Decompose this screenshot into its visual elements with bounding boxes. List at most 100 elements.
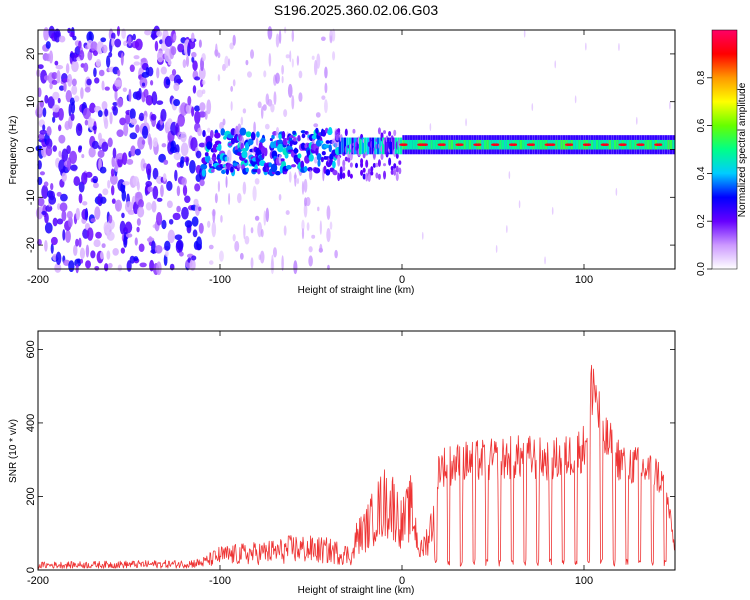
colorbar-tick-label: 0.0	[696, 262, 707, 276]
snr-y-tick-label: 200	[25, 487, 37, 505]
spectrogram-cell	[184, 195, 191, 203]
spectrogram-cell	[256, 160, 261, 166]
spectrogram-cell	[244, 159, 248, 163]
spectrogram-cell	[332, 169, 338, 176]
spectrogram-cell	[187, 95, 192, 106]
spectrogram-cell	[167, 229, 176, 244]
spectrogram-cell	[145, 163, 152, 176]
spectrogram-cell	[292, 130, 297, 135]
spectrogram-cell	[198, 66, 206, 80]
spectrogram-cell	[46, 126, 52, 137]
spectrogram-cell	[608, 139, 612, 150]
spectrogram-cell	[125, 233, 133, 238]
spectrogram-cell	[542, 139, 545, 150]
spectrogram-cell	[150, 80, 154, 86]
spectrogram-cell	[67, 27, 72, 34]
spectrogram-cell	[337, 158, 341, 167]
spectrogram-cell	[356, 137, 359, 155]
spectrogram-cell	[232, 234, 236, 242]
spectrogram-cell	[294, 172, 297, 187]
spectrogram-cell	[37, 160, 42, 170]
spectrogram-cell	[214, 132, 221, 139]
spectrogram-cell	[79, 49, 85, 61]
spectrogram-cell	[81, 154, 85, 159]
spectrogram-cell	[199, 102, 206, 112]
spectrogram-cell	[170, 46, 177, 56]
spectrogram-cell	[347, 157, 351, 163]
spectrogram-cell	[68, 103, 72, 117]
spectrogram-cell	[112, 105, 118, 116]
spectrogram-cell	[123, 123, 129, 137]
spectrogram-cell	[45, 145, 53, 157]
spectrogram-cell	[574, 95, 577, 104]
spectrogram-cell	[207, 127, 211, 133]
spectrogram-cell	[537, 139, 540, 150]
spectrogram-cell	[45, 41, 51, 49]
spectrogram-cell	[147, 186, 154, 193]
spectrogram-cell	[278, 30, 282, 44]
spectrogram-cell	[245, 131, 252, 138]
spectrogram-cell	[52, 104, 61, 113]
spectrogram-cell	[529, 143, 536, 147]
snr-series-line	[37, 364, 676, 569]
spectrogram-cell	[185, 103, 193, 114]
spectrogram-cell	[264, 147, 268, 157]
spectrogram-cell	[52, 217, 58, 227]
spectrogram-cell	[430, 139, 433, 150]
spectrogram-cell	[644, 139, 647, 150]
spectrogram-cell	[56, 191, 62, 197]
spectrogram-cell	[219, 250, 224, 262]
spectrogram-cell	[580, 139, 584, 150]
spectrogram-cell	[465, 118, 467, 127]
spectrogram-cell	[631, 139, 635, 150]
spectrogram-cell	[189, 160, 196, 174]
spectrogram-cell	[560, 139, 563, 150]
spectrogram-cell	[65, 63, 70, 74]
spectrogram-cell	[197, 127, 202, 137]
spectrogram-cell	[78, 145, 83, 150]
spectrogram-cell	[274, 170, 281, 176]
spectrogram-cell	[501, 139, 505, 150]
spectrogram-cell	[364, 137, 367, 155]
spectrogram-cell	[301, 219, 305, 231]
spectrogram-cell	[523, 29, 526, 38]
spectrogram-cell	[156, 197, 163, 202]
spectrogram-cell	[156, 261, 162, 276]
spectrogram-cell	[107, 231, 115, 241]
spectrogram-cell	[495, 244, 498, 253]
spectrogram-cell	[381, 137, 385, 155]
spectrogram-cell	[49, 82, 53, 90]
spectrogram-cell	[92, 50, 99, 56]
spectrogram-cell	[230, 101, 233, 111]
spectrogram-cell	[534, 139, 538, 150]
spectrogram-cell	[518, 200, 521, 209]
spectrogram-cell	[305, 196, 311, 207]
spectrogram-cell	[236, 193, 242, 204]
spectrogram-cell	[201, 89, 206, 95]
spectrogram-cell	[317, 159, 321, 167]
spectrogram-cell	[44, 212, 49, 224]
spectrogram-cell	[250, 257, 254, 269]
spectrogram-cell	[578, 139, 581, 150]
spectrogram-cell	[198, 222, 204, 234]
spectrogram-cell	[104, 263, 109, 272]
spectrogram-cell	[380, 132, 384, 139]
spectrogram-cell	[61, 148, 69, 162]
spectrogram-cell	[539, 139, 543, 150]
spectrogram-cell	[649, 139, 652, 150]
spectrogram-y-tick-label: 20	[25, 48, 37, 60]
spectrogram-cell	[116, 97, 124, 108]
spectrogram-cell	[59, 202, 68, 212]
spectrogram-cell	[316, 153, 322, 161]
spectrogram-cell	[222, 118, 226, 126]
spectrogram-cell	[626, 139, 629, 150]
spectrogram-cell	[166, 180, 173, 191]
spectrogram-cell	[191, 32, 195, 43]
spectrogram-cell	[321, 129, 327, 137]
spectrogram-cell	[97, 149, 105, 158]
spectrogram-cell	[230, 85, 234, 92]
spectrogram-cell	[257, 101, 262, 109]
spectrogram-cell	[100, 196, 107, 204]
spectrogram-cell	[109, 173, 118, 185]
spectrogram-cell	[54, 31, 60, 38]
